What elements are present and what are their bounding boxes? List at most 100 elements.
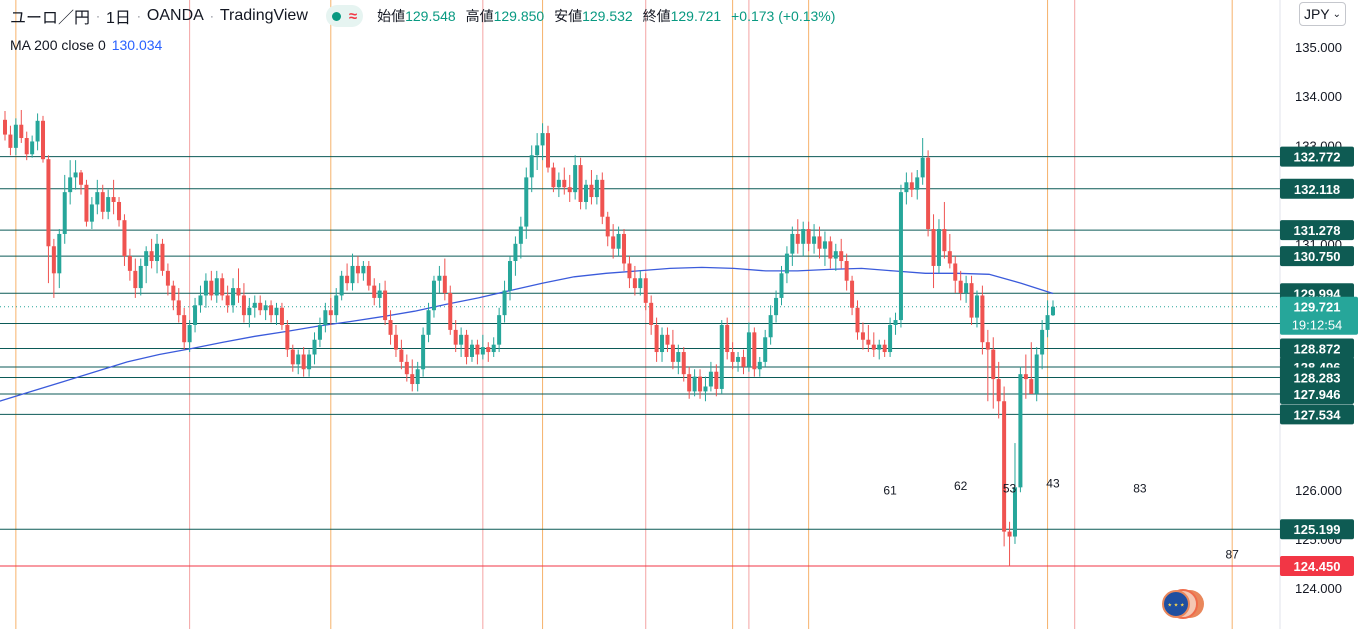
candle-down xyxy=(486,342,491,362)
candle-down xyxy=(453,320,458,353)
candle-down xyxy=(980,285,985,355)
level-price-label-bg xyxy=(1280,367,1354,388)
candle-down xyxy=(1023,354,1028,399)
ma-line xyxy=(0,266,1054,402)
candle-up xyxy=(964,275,969,303)
symbol-name[interactable]: ユーロ／円 xyxy=(10,10,91,27)
level-price-label-bg xyxy=(1280,338,1354,359)
candle-up xyxy=(312,332,317,365)
candle-up xyxy=(774,290,779,323)
level-price-label-bg xyxy=(1280,519,1354,540)
candle-down xyxy=(127,248,132,281)
candle-down xyxy=(681,347,686,382)
currency-flags-icon: ⋆⋆⋆ xyxy=(1162,589,1204,619)
level-price-label-bg xyxy=(1280,220,1354,241)
candle-up xyxy=(779,265,784,306)
level-price-label: 130.750 xyxy=(1294,249,1341,264)
candle-body xyxy=(518,226,523,244)
candle-body xyxy=(507,261,512,291)
candle-body xyxy=(122,220,127,257)
candle-down xyxy=(953,256,958,293)
candle-down xyxy=(372,278,377,306)
candle-up xyxy=(692,369,697,397)
candle-up xyxy=(974,290,979,328)
candle-body xyxy=(127,256,132,271)
candle-body xyxy=(703,386,708,392)
candle-down xyxy=(942,201,947,259)
candle-body xyxy=(106,197,111,212)
candle-up xyxy=(307,349,312,377)
candle-down xyxy=(600,172,605,225)
candle-down xyxy=(236,268,241,303)
market-open-icon xyxy=(331,11,341,21)
level-price-label-bg xyxy=(1280,178,1354,199)
candle-body xyxy=(497,315,502,345)
candle-body xyxy=(725,324,730,353)
candle-body xyxy=(947,251,952,264)
candle-up xyxy=(502,280,507,323)
wave-icon: ≈ xyxy=(348,7,358,25)
ma-legend[interactable]: MA 200 close 0 130.034 xyxy=(10,37,162,53)
candle-down xyxy=(24,131,29,161)
candle-body xyxy=(752,332,757,370)
candle-body xyxy=(279,307,284,325)
candle-down xyxy=(632,265,637,296)
candle-body xyxy=(73,172,78,178)
candle-body xyxy=(698,376,703,392)
high-value: 129.850 xyxy=(493,8,545,24)
candle-body xyxy=(985,342,990,350)
candle-body xyxy=(670,344,675,362)
candle-body xyxy=(502,290,507,316)
candle-down xyxy=(931,214,936,289)
currency-button[interactable]: JPY ⌄ xyxy=(1299,2,1346,26)
platform-label: TradingView xyxy=(219,7,308,24)
candle-body xyxy=(35,120,40,142)
interval-label[interactable]: 1日 xyxy=(106,10,131,27)
candle-up xyxy=(893,312,898,335)
candle-down xyxy=(19,109,24,143)
candle-down xyxy=(46,155,51,284)
candle-up xyxy=(274,302,279,325)
candle-up xyxy=(768,305,773,345)
candle-down xyxy=(383,280,388,325)
candle-up xyxy=(676,344,681,375)
candle-body xyxy=(8,134,13,148)
candle-body xyxy=(1045,315,1050,330)
candle-body xyxy=(171,285,176,301)
candle-up xyxy=(784,246,789,284)
candle-down xyxy=(687,366,692,399)
candle-body xyxy=(779,273,784,298)
price-axis[interactable]: 135.000134.000133.000131.000126.000125.0… xyxy=(1280,40,1358,596)
candle-down xyxy=(725,317,730,360)
candle-body xyxy=(763,337,768,362)
candle-body xyxy=(964,283,969,293)
candle-down xyxy=(165,263,170,296)
candle-down xyxy=(670,329,675,370)
candle-down xyxy=(285,320,290,357)
candle-down xyxy=(328,297,333,325)
candle-body xyxy=(893,320,898,325)
candle-up xyxy=(193,297,198,333)
candle-up xyxy=(584,179,589,210)
candle-up xyxy=(763,329,768,367)
candle-down xyxy=(947,233,952,269)
ohlc-values: 始値129.548 高値129.850 安値129.532 終値129.721 … xyxy=(377,6,841,26)
candle-body xyxy=(13,124,18,148)
market-status-pill[interactable]: ≈ xyxy=(325,5,364,27)
candle-body xyxy=(285,324,290,350)
separator: · xyxy=(209,9,214,23)
candle-body xyxy=(475,344,480,355)
close-value: 129.721 xyxy=(670,8,722,24)
annotation-label: 62 xyxy=(954,479,968,493)
open-value: 129.548 xyxy=(405,8,456,24)
candle-up xyxy=(106,189,111,220)
candle-up xyxy=(1034,347,1039,402)
candle-up xyxy=(469,339,474,362)
candle-down xyxy=(290,344,295,372)
candle-body xyxy=(19,124,24,139)
candle-body xyxy=(307,354,312,370)
candle-body xyxy=(41,120,46,160)
candle-up xyxy=(30,135,35,158)
candle-body xyxy=(231,288,236,306)
